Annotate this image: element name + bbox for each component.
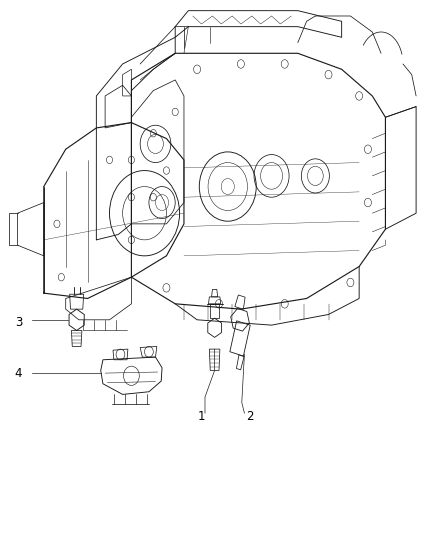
Text: 3: 3: [15, 316, 22, 329]
Text: 4: 4: [14, 367, 22, 379]
Text: 1: 1: [198, 410, 205, 423]
Text: 2: 2: [246, 410, 254, 423]
